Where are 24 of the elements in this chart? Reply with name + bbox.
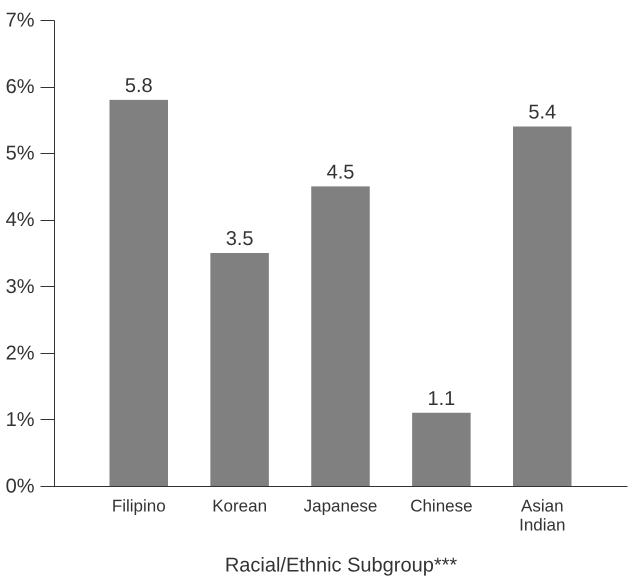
x-tick-label: Asian Indian xyxy=(519,496,566,534)
data-label: 5.4 xyxy=(528,102,556,124)
bar xyxy=(412,412,471,486)
y-tick-label: 2% xyxy=(6,342,35,364)
y-tick-label: 6% xyxy=(6,76,35,98)
bar xyxy=(210,253,269,486)
x-axis-title: Racial/Ethnic Subgroup*** xyxy=(224,554,458,576)
data-label: 1.1 xyxy=(427,388,456,410)
y-tick-label: 4% xyxy=(6,209,35,232)
data-label: 4.5 xyxy=(326,161,354,184)
y-tick-label: 1% xyxy=(6,408,35,431)
bar xyxy=(311,186,370,486)
x-tick-label: Korean xyxy=(212,496,268,516)
data-label: 3.5 xyxy=(226,228,254,250)
x-tick-label: Chinese xyxy=(410,496,473,516)
y-tick-label: 7% xyxy=(6,10,35,32)
y-tick-label: 0% xyxy=(6,476,35,498)
data-label: 5.8 xyxy=(124,74,153,97)
bar xyxy=(513,126,572,486)
x-tick-label: Japanese xyxy=(304,496,378,516)
y-tick-label: 3% xyxy=(6,276,35,298)
x-tick-label: Filipino xyxy=(112,496,166,516)
bar xyxy=(109,100,168,486)
y-tick-label: 5% xyxy=(6,142,35,165)
